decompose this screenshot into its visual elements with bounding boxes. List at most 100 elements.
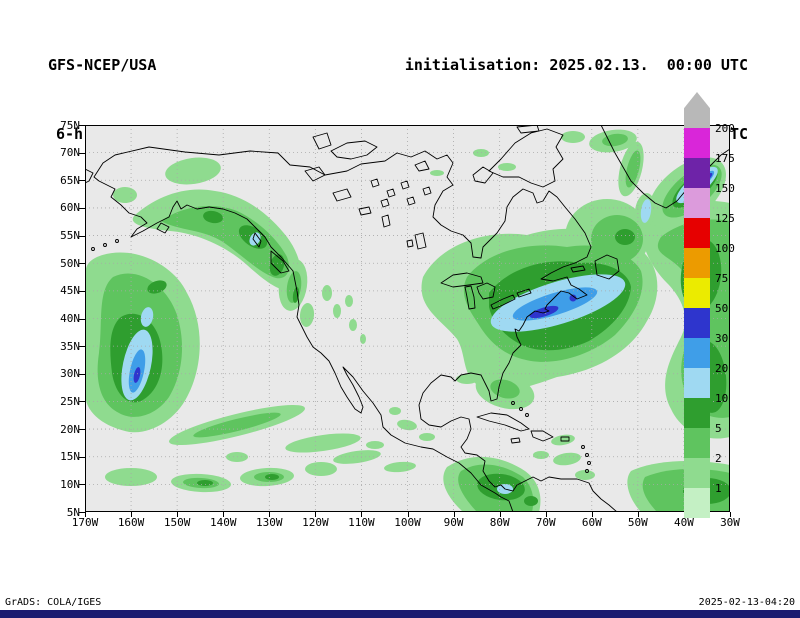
map-plot — [85, 125, 730, 512]
colorbar-segment — [684, 488, 710, 518]
lat-tick-mark — [79, 263, 85, 265]
lat-tick-label: 65N — [60, 173, 80, 187]
colorbar-segment — [684, 458, 710, 488]
lon-tick-mark — [545, 512, 547, 517]
colorbar-column — [684, 92, 710, 518]
lon-tick-mark — [591, 512, 593, 517]
lat-tick-mark — [79, 290, 85, 292]
lon-tick-label: 130W — [256, 516, 283, 529]
lat-tick-mark — [79, 207, 85, 209]
lat-tick-label: 5N — [66, 505, 80, 519]
colorbar-segment — [684, 278, 710, 308]
lon-tick-label: 90W — [443, 516, 464, 529]
colorbar-label: 5 — [715, 422, 722, 435]
colorbar-label: 2 — [715, 452, 722, 465]
colorbar-segment — [684, 338, 710, 368]
lat-tick-mark — [79, 125, 85, 126]
colorbar-segment — [684, 428, 710, 458]
colorbar-segment — [684, 158, 710, 188]
lat-tick-label: 70N — [60, 146, 80, 160]
lon-tick-label: 150W — [163, 516, 191, 529]
lon-tick-label: 70W — [535, 516, 556, 529]
lat-tick-mark — [79, 318, 85, 320]
colorbar-label: 200 — [715, 122, 735, 135]
lon-tick-label: 110W — [348, 516, 375, 529]
lat-tick-mark — [79, 180, 85, 182]
lat-tick-label: 10N — [60, 477, 80, 491]
lat-tick-label: 40N — [60, 312, 80, 325]
lon-tick-label: 120W — [302, 516, 329, 529]
colorbar-segment — [684, 398, 710, 428]
map-frame — [85, 125, 730, 512]
creation-timestamp: 2025-02-13-04:20 — [698, 597, 795, 608]
lon-tick-label: 160W — [117, 516, 145, 529]
lat-tick-label: 20N — [60, 422, 80, 436]
lat-tick-label: 25N — [60, 394, 80, 408]
colorbar-label: 50 — [715, 302, 729, 315]
lon-tick-mark — [177, 512, 179, 517]
colorbar-legend: 200 175 150 125 100 75 50 30 20 10 5 2 1 — [684, 92, 746, 524]
lon-tick-label: 100W — [394, 516, 421, 529]
lon-tick-mark — [730, 512, 731, 517]
lat-tick-label: 15N — [60, 450, 80, 464]
lon-tick-mark — [499, 512, 501, 517]
lat-tick-mark — [79, 235, 85, 237]
precipitation-map — [85, 125, 730, 512]
lon-tick-mark — [85, 512, 86, 517]
precip-shading — [85, 129, 730, 512]
lat-tick-mark — [79, 152, 85, 154]
lon-tick-label: 80W — [489, 516, 510, 529]
lat-tick-label: 45N — [60, 284, 80, 298]
colorbar-label: 150 — [715, 182, 735, 195]
lakes — [304, 166, 532, 310]
lon-tick-mark — [453, 512, 455, 517]
lat-tick-mark — [79, 512, 85, 513]
colorbar-segment — [684, 218, 710, 248]
lat-tick-mark — [79, 346, 85, 348]
lat-tick-mark — [79, 484, 85, 486]
lon-tick-label: 50W — [627, 516, 648, 529]
lon-tick-label: 170W — [71, 516, 99, 529]
greenland-coast — [600, 125, 730, 209]
lon-tick-label: 40W — [673, 516, 694, 529]
colorbar-segment — [684, 128, 710, 158]
colorbar-label: 125 — [715, 212, 735, 225]
lat-tick-label: 60N — [60, 201, 80, 215]
colorbar-label: 30 — [715, 332, 729, 345]
lon-tick-mark — [269, 512, 271, 517]
lat-tick-label: 75N — [60, 118, 80, 132]
lon-tick-mark — [637, 512, 639, 517]
lon-tick-label: 60W — [581, 516, 602, 529]
colorbar-segment — [684, 308, 710, 338]
grads-credit: GrADS: COLA/IGES — [5, 597, 102, 608]
colorbar-label: 1 — [715, 482, 722, 495]
lat-tick-label: 50N — [60, 256, 80, 270]
lon-tick-label: 30W — [720, 516, 740, 529]
init-time-line: initialisation: 2025.02.13. 00:00 UTC — [404, 56, 748, 74]
lat-tick-label: 30N — [60, 367, 80, 381]
colorbar-label: 100 — [715, 242, 735, 255]
colorbar-label: 75 — [715, 272, 729, 285]
colorbar-label: 10 — [715, 392, 729, 405]
lon-tick-mark — [361, 512, 363, 517]
lat-tick-mark — [79, 401, 85, 403]
lat-tick-label: 55N — [60, 229, 80, 243]
mainland-coast — [93, 146, 618, 512]
atlantic-islands — [476, 254, 620, 444]
colorbar-segment — [684, 248, 710, 278]
lon-tick-mark — [223, 512, 225, 517]
lon-tick-mark — [315, 512, 317, 517]
lat-tick-mark — [79, 429, 85, 431]
colorbar-label: 175 — [715, 152, 735, 165]
colorbar-overflow-arrow — [684, 92, 710, 128]
lat-tick-mark — [79, 373, 85, 375]
lon-tick-label: 140W — [209, 516, 237, 529]
grid-lines — [85, 125, 730, 512]
lat-tick-mark — [79, 456, 85, 458]
lon-tick-mark — [131, 512, 133, 517]
bottom-strip — [0, 610, 800, 618]
pacific-islands — [85, 168, 290, 274]
colorbar-segment — [684, 188, 710, 218]
lat-tick-label: 35N — [60, 339, 80, 353]
coastlines — [85, 125, 730, 512]
